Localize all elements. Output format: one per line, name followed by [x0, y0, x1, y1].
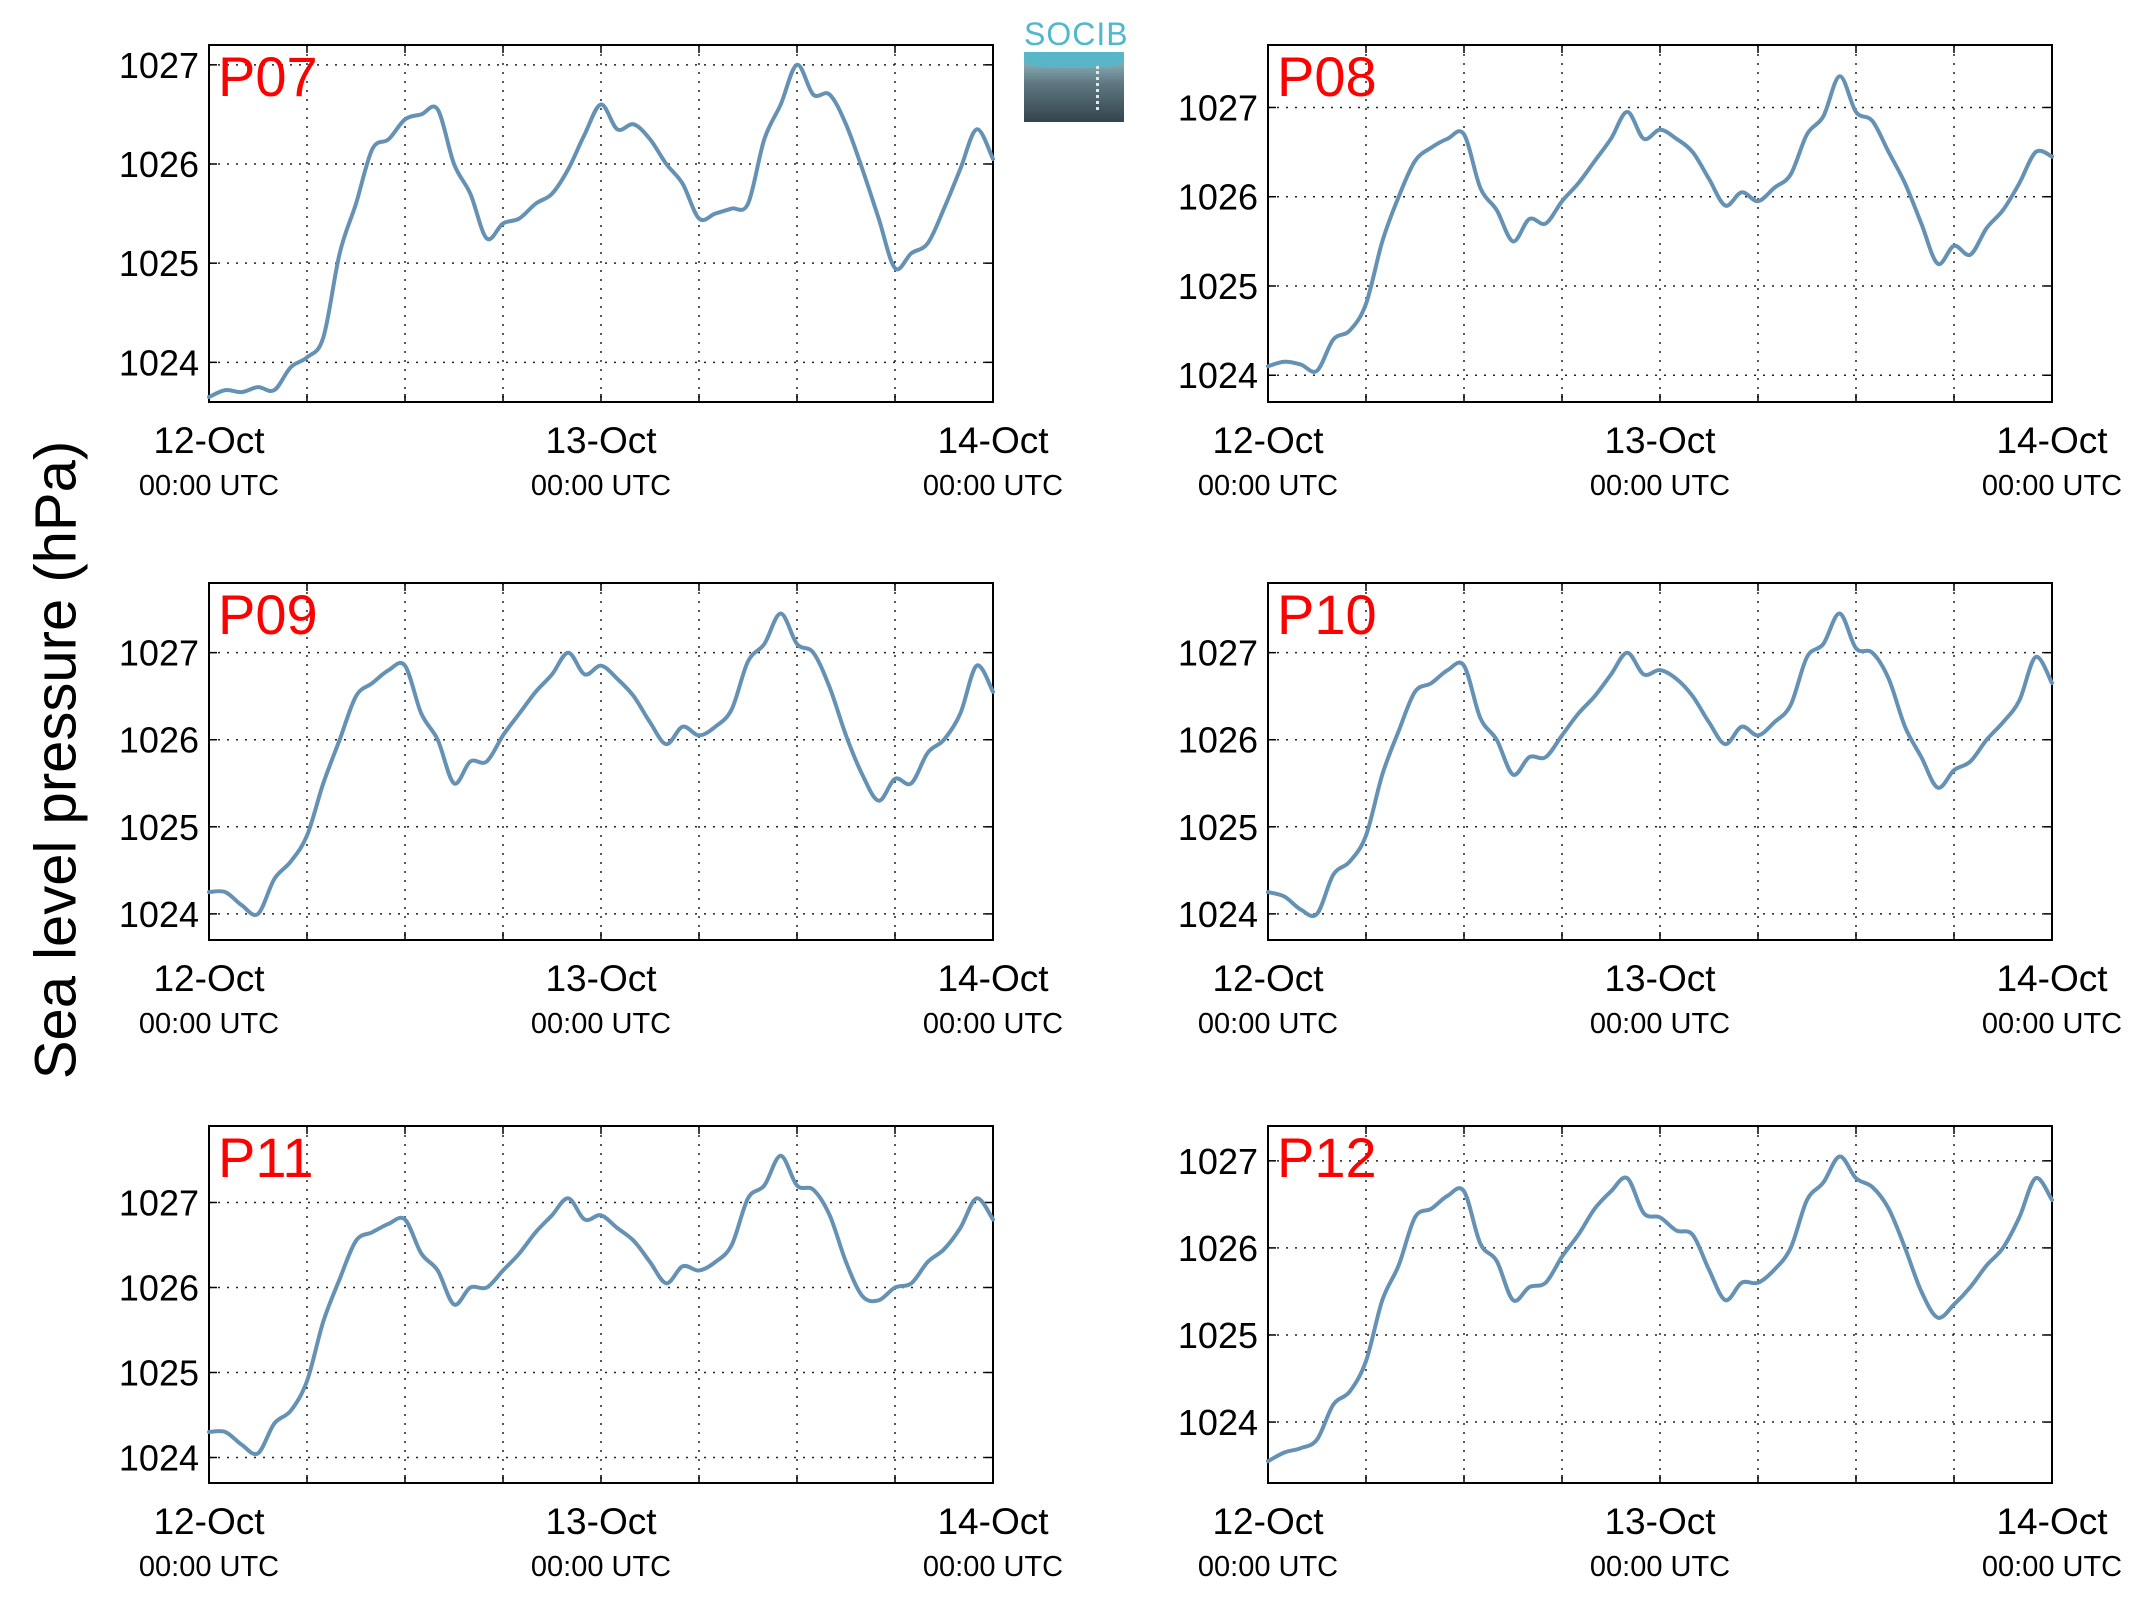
- x-tick-sublabel: 00:00 UTC: [1198, 1008, 1338, 1040]
- chart-panel-p09: 1024 1025 1026 1027 12-Oct 00:00 UTC 13-Oct 00:…: [119, 582, 1063, 1040]
- x-tick-label: 12-Oct: [153, 1501, 265, 1542]
- station-label: P07: [218, 45, 318, 108]
- y-tick-label: 1025: [1178, 807, 1258, 848]
- x-tick-sublabel: 00:00 UTC: [531, 1008, 671, 1040]
- pressure-series-line: [207, 62, 995, 399]
- x-tick-sublabel: 00:00 UTC: [1982, 1551, 2122, 1583]
- y-tick-label: 1026: [1178, 1228, 1258, 1269]
- y-tick-label: 1026: [119, 720, 199, 761]
- x-tick-sublabel: 00:00 UTC: [923, 470, 1063, 502]
- chart-panel-p12: 1024 1025 1026 1027 12-Oct 00:00 UTC 13-Oct 00:…: [1178, 1125, 2122, 1583]
- x-tick-label: 14-Oct: [937, 420, 1049, 461]
- pressure-series-line: [207, 611, 995, 917]
- x-tick-sublabel: 00:00 UTC: [531, 470, 671, 502]
- x-tick-sublabel: 00:00 UTC: [923, 1551, 1063, 1583]
- plot-frame: [1267, 44, 2053, 403]
- socib-logo: SOCIB: [1024, 16, 1129, 122]
- chart-panel-p08: 1024 1025 1026 1027 12-Oct 00:00 UTC 13-Oct 00:…: [1178, 44, 2122, 502]
- x-tick-label: 13-Oct: [1604, 420, 1716, 461]
- x-tick-label: 12-Oct: [153, 958, 265, 999]
- y-tick-label: 1024: [1178, 355, 1258, 396]
- socib-logo-text: SOCIB: [1024, 16, 1129, 52]
- y-tick-label: 1027: [1178, 87, 1258, 128]
- station-label: P10: [1277, 583, 1377, 646]
- x-tick-sublabel: 00:00 UTC: [1982, 470, 2122, 502]
- pressure-series-line: [1266, 611, 2054, 919]
- x-tick-label: 14-Oct: [937, 1501, 1049, 1542]
- x-tick-label: 12-Oct: [153, 420, 265, 461]
- y-tick-label: 1027: [119, 633, 199, 674]
- x-tick-label: 12-Oct: [1212, 958, 1324, 999]
- chart-panel-p07: 1024 1025 1026 1027 12-Oct 00:00 UTC 13-Oct 00:…: [119, 44, 1063, 502]
- x-tick-sublabel: 00:00 UTC: [531, 1551, 671, 1583]
- plot-frame: [208, 1125, 994, 1484]
- plot-frame: [208, 44, 994, 403]
- chart-panel-p10: 1024 1025 1026 1027 12-Oct 00:00 UTC 13-Oct 00:…: [1178, 582, 2122, 1040]
- x-tick-label: 14-Oct: [937, 958, 1049, 999]
- x-tick-label: 12-Oct: [1212, 420, 1324, 461]
- y-tick-label: 1025: [119, 243, 199, 284]
- x-tick-sublabel: 00:00 UTC: [139, 470, 279, 502]
- x-tick-label: 12-Oct: [1212, 1501, 1324, 1542]
- y-tick-label: 1025: [119, 1353, 199, 1394]
- y-tick-label: 1027: [119, 1183, 199, 1224]
- y-tick-label: 1027: [1178, 633, 1258, 674]
- x-tick-sublabel: 00:00 UTC: [1198, 470, 1338, 502]
- y-tick-label: 1024: [119, 894, 199, 935]
- y-tick-label: 1025: [1178, 1315, 1258, 1356]
- station-label: P11: [218, 1126, 313, 1189]
- x-tick-label: 13-Oct: [545, 958, 657, 999]
- x-tick-sublabel: 00:00 UTC: [1198, 1551, 1338, 1583]
- x-tick-sublabel: 00:00 UTC: [923, 1008, 1063, 1040]
- plot-frame: [208, 582, 994, 941]
- pressure-series-line: [1266, 74, 2054, 374]
- x-tick-sublabel: 00:00 UTC: [139, 1008, 279, 1040]
- y-tick-label: 1025: [1178, 266, 1258, 307]
- y-tick-label: 1025: [119, 807, 199, 848]
- station-label: P09: [218, 583, 318, 646]
- x-tick-sublabel: 00:00 UTC: [1590, 1008, 1730, 1040]
- x-tick-label: 13-Oct: [1604, 958, 1716, 999]
- station-label: P08: [1277, 45, 1377, 108]
- y-tick-label: 1026: [1178, 177, 1258, 218]
- y-tick-label: 1026: [1178, 720, 1258, 761]
- plot-frame: [1267, 1125, 2053, 1484]
- y-tick-label: 1024: [1178, 894, 1258, 935]
- x-tick-label: 14-Oct: [1996, 958, 2108, 999]
- x-tick-sublabel: 00:00 UTC: [139, 1551, 279, 1583]
- station-label: P12: [1277, 1126, 1377, 1189]
- pressure-series-line: [1266, 1154, 2054, 1464]
- x-tick-sublabel: 00:00 UTC: [1982, 1008, 2122, 1040]
- y-tick-label: 1024: [119, 342, 199, 383]
- x-tick-label: 14-Oct: [1996, 1501, 2108, 1542]
- x-tick-label: 14-Oct: [1996, 420, 2108, 461]
- y-tick-label: 1024: [1178, 1402, 1258, 1443]
- y-tick-label: 1026: [119, 144, 199, 185]
- x-tick-sublabel: 00:00 UTC: [1590, 470, 1730, 502]
- x-tick-label: 13-Oct: [545, 1501, 657, 1542]
- x-tick-label: 13-Oct: [1604, 1501, 1716, 1542]
- pressure-series-line: [207, 1153, 995, 1457]
- y-tick-label: 1024: [119, 1438, 199, 1479]
- y-tick-label: 1027: [1178, 1141, 1258, 1182]
- y-axis-label: Sea level pressure (hPa): [23, 440, 89, 1080]
- socib-logo-graphic: [1024, 52, 1124, 122]
- chart-panel-p11: 1024 1025 1026 1027 12-Oct 00:00 UTC 13-Oct 00:…: [119, 1125, 1063, 1583]
- x-tick-label: 13-Oct: [545, 420, 657, 461]
- y-tick-label: 1027: [119, 45, 199, 86]
- x-tick-sublabel: 00:00 UTC: [1590, 1551, 1730, 1583]
- y-tick-label: 1026: [119, 1268, 199, 1309]
